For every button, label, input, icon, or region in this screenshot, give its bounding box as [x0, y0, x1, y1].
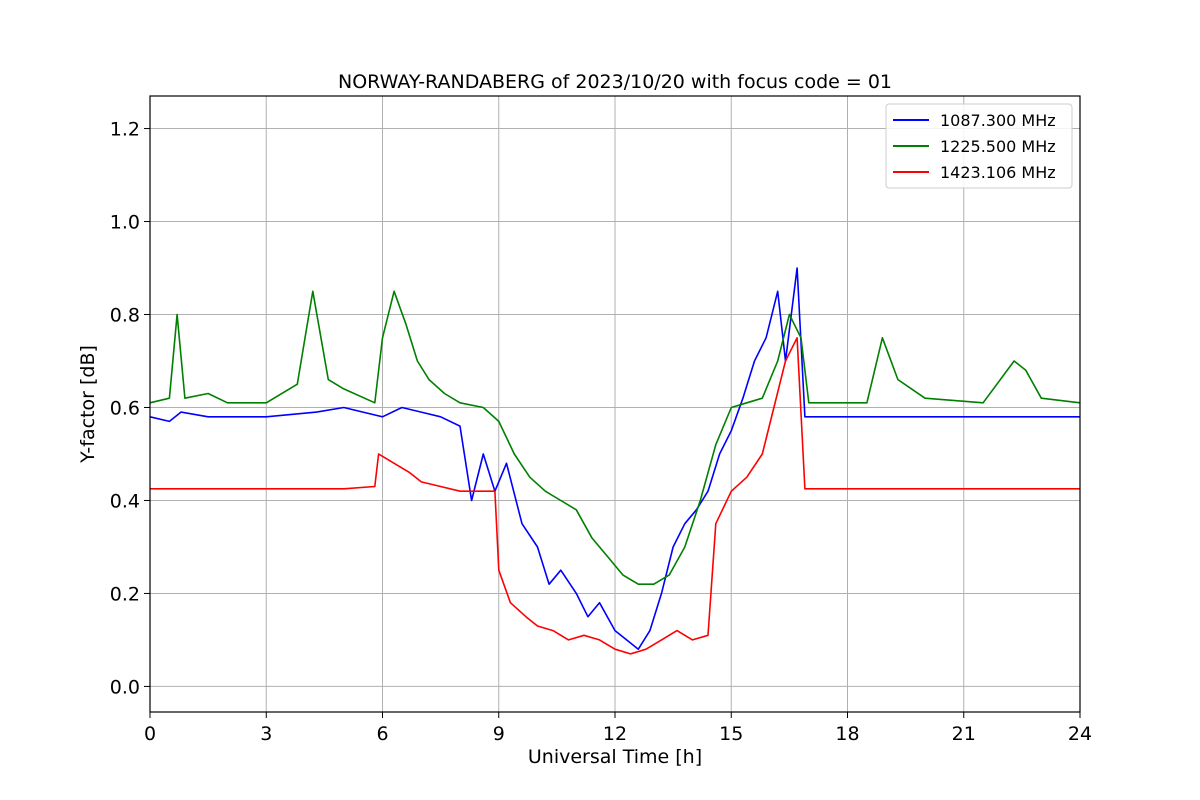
- legend-box: [885, 103, 1073, 189]
- chart-title: NORWAY-RANDABERG of 2023/10/20 with focu…: [338, 71, 892, 93]
- y-tick-label: 1.0: [110, 212, 140, 234]
- series-lines: [149, 267, 1081, 655]
- x-tick-label: 24: [1068, 723, 1092, 745]
- y-tick-label: 0.2: [110, 583, 140, 605]
- y-tick-label: 0.4: [110, 490, 140, 512]
- x-tick-label: 15: [719, 723, 743, 745]
- y-tick-label: 0.8: [110, 305, 140, 327]
- x-tick-label: 3: [260, 723, 272, 745]
- series-line-2: [149, 290, 1081, 586]
- y-axis-label: Y-factor [dB]: [77, 345, 99, 464]
- y-tick-label: 1.2: [110, 119, 140, 141]
- series-line-1: [149, 267, 1080, 651]
- legend: 1087.300 MHz 1225.500 MHz 1423.106 MHz: [885, 103, 1073, 189]
- legend-label-1: 1087.300 MHz: [940, 111, 1056, 130]
- x-tick-label: 0: [144, 723, 156, 745]
- x-tick-label: 18: [835, 723, 859, 745]
- x-tick-label: 6: [376, 723, 388, 745]
- axis-ticks: 0 3 6 9 12 15 18 21 24 0.0 0.2 0.4 0.6 0.8 1.0 1.2: [110, 119, 1092, 745]
- series-line-3: [150, 336, 1080, 655]
- x-tick-label: 12: [603, 723, 627, 745]
- y-tick-label: 0.6: [110, 397, 140, 419]
- y-tick-label: 0.0: [110, 676, 140, 698]
- x-axis-label: Universal Time [h]: [528, 746, 702, 768]
- x-tick-label: 9: [493, 723, 505, 745]
- legend-label-3: 1423.106 MHz: [940, 163, 1056, 182]
- legend-label-2: 1225.500 MHz: [940, 137, 1056, 156]
- x-tick-label: 21: [952, 723, 976, 745]
